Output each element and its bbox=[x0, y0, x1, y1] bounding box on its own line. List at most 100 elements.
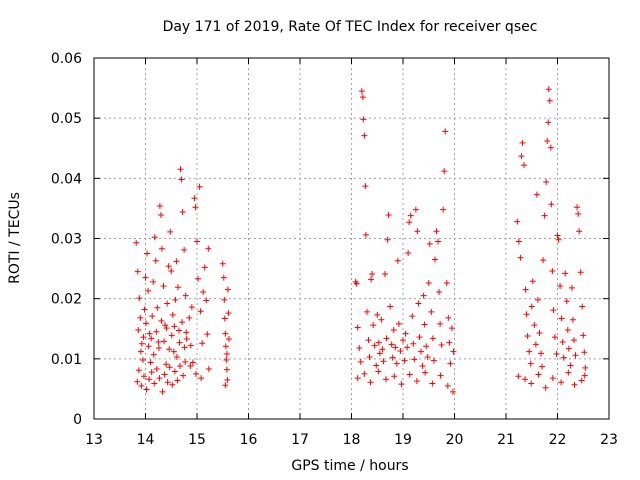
data-point bbox=[418, 348, 425, 355]
data-point bbox=[363, 308, 370, 315]
data-point bbox=[187, 363, 194, 370]
data-point bbox=[445, 314, 452, 321]
data-point bbox=[526, 348, 533, 355]
data-point bbox=[141, 306, 148, 313]
data-point bbox=[415, 300, 422, 307]
data-point bbox=[398, 381, 405, 388]
data-point bbox=[581, 349, 588, 356]
data-point bbox=[429, 335, 436, 342]
data-point bbox=[571, 381, 578, 388]
data-point bbox=[220, 274, 227, 281]
data-point bbox=[446, 339, 453, 346]
x-axis-label: GPS time / hours bbox=[291, 458, 408, 474]
data-point bbox=[437, 320, 444, 327]
data-point bbox=[383, 335, 390, 342]
data-point bbox=[221, 296, 228, 303]
data-point bbox=[178, 176, 185, 183]
data-point bbox=[140, 373, 147, 380]
data-point bbox=[222, 330, 229, 337]
data-point bbox=[555, 236, 562, 243]
data-point bbox=[153, 366, 160, 373]
data-point bbox=[529, 278, 536, 285]
data-point bbox=[419, 363, 426, 370]
data-point bbox=[538, 350, 545, 357]
data-point bbox=[161, 338, 168, 345]
data-point bbox=[579, 303, 586, 310]
data-point bbox=[204, 331, 211, 338]
data-point bbox=[557, 283, 564, 290]
data-point bbox=[367, 379, 374, 386]
data-point bbox=[358, 88, 365, 95]
data-point bbox=[369, 270, 376, 277]
data-point bbox=[154, 304, 161, 311]
axis-ticks bbox=[93, 57, 610, 420]
data-point bbox=[223, 366, 230, 373]
data-point bbox=[568, 284, 575, 291]
data-point bbox=[515, 238, 522, 245]
data-point bbox=[143, 320, 150, 327]
data-point bbox=[140, 334, 147, 341]
data-point bbox=[541, 212, 548, 219]
data-point bbox=[522, 286, 529, 293]
data-point bbox=[443, 280, 450, 287]
data-point bbox=[370, 322, 377, 329]
data-point bbox=[197, 308, 204, 315]
data-point bbox=[400, 337, 406, 344]
data-point bbox=[368, 276, 375, 283]
data-point bbox=[433, 228, 440, 235]
data-point bbox=[165, 263, 172, 270]
data-point bbox=[575, 210, 582, 217]
data-point bbox=[567, 362, 574, 369]
data-point bbox=[187, 342, 194, 349]
data-point bbox=[169, 311, 176, 318]
data-point bbox=[416, 334, 423, 341]
data-point bbox=[536, 329, 543, 336]
data-point bbox=[564, 326, 571, 333]
x-tick-label: 17 bbox=[291, 432, 309, 448]
data-point bbox=[435, 238, 442, 245]
data-point bbox=[151, 234, 158, 241]
data-point bbox=[195, 275, 202, 282]
data-point bbox=[548, 201, 555, 208]
data-point bbox=[393, 360, 400, 367]
data-point bbox=[179, 319, 186, 326]
x-tick-label: 18 bbox=[343, 432, 361, 448]
data-point bbox=[135, 326, 142, 333]
data-point bbox=[404, 344, 411, 351]
data-point bbox=[168, 267, 175, 274]
data-point bbox=[357, 358, 364, 365]
data-point bbox=[397, 348, 404, 355]
data-point bbox=[406, 219, 413, 226]
data-point bbox=[174, 284, 181, 291]
data-point bbox=[354, 324, 361, 331]
data-point bbox=[145, 343, 152, 350]
data-point bbox=[440, 206, 447, 213]
data-point bbox=[539, 363, 546, 370]
data-point bbox=[436, 289, 443, 296]
data-point bbox=[522, 376, 529, 383]
data-point bbox=[366, 354, 373, 361]
data-point bbox=[200, 289, 207, 296]
x-tick-label: 13 bbox=[85, 432, 103, 448]
data-point bbox=[553, 351, 560, 358]
data-point bbox=[449, 388, 456, 395]
data-point bbox=[158, 317, 165, 324]
data-point bbox=[160, 283, 167, 290]
data-point bbox=[155, 338, 162, 345]
data-point bbox=[353, 280, 360, 287]
data-point bbox=[201, 264, 208, 271]
data-point bbox=[189, 359, 196, 366]
x-tick-label: 21 bbox=[497, 432, 515, 448]
data-point bbox=[148, 335, 155, 342]
data-point bbox=[134, 268, 141, 275]
data-point bbox=[146, 376, 153, 383]
data-point bbox=[549, 375, 556, 382]
data-point bbox=[224, 286, 231, 293]
data-point bbox=[450, 348, 457, 355]
data-point bbox=[565, 369, 572, 376]
data-point bbox=[225, 335, 232, 342]
data-point bbox=[528, 303, 535, 310]
data-point bbox=[191, 195, 198, 202]
data-point bbox=[532, 341, 539, 348]
data-point bbox=[361, 132, 368, 139]
